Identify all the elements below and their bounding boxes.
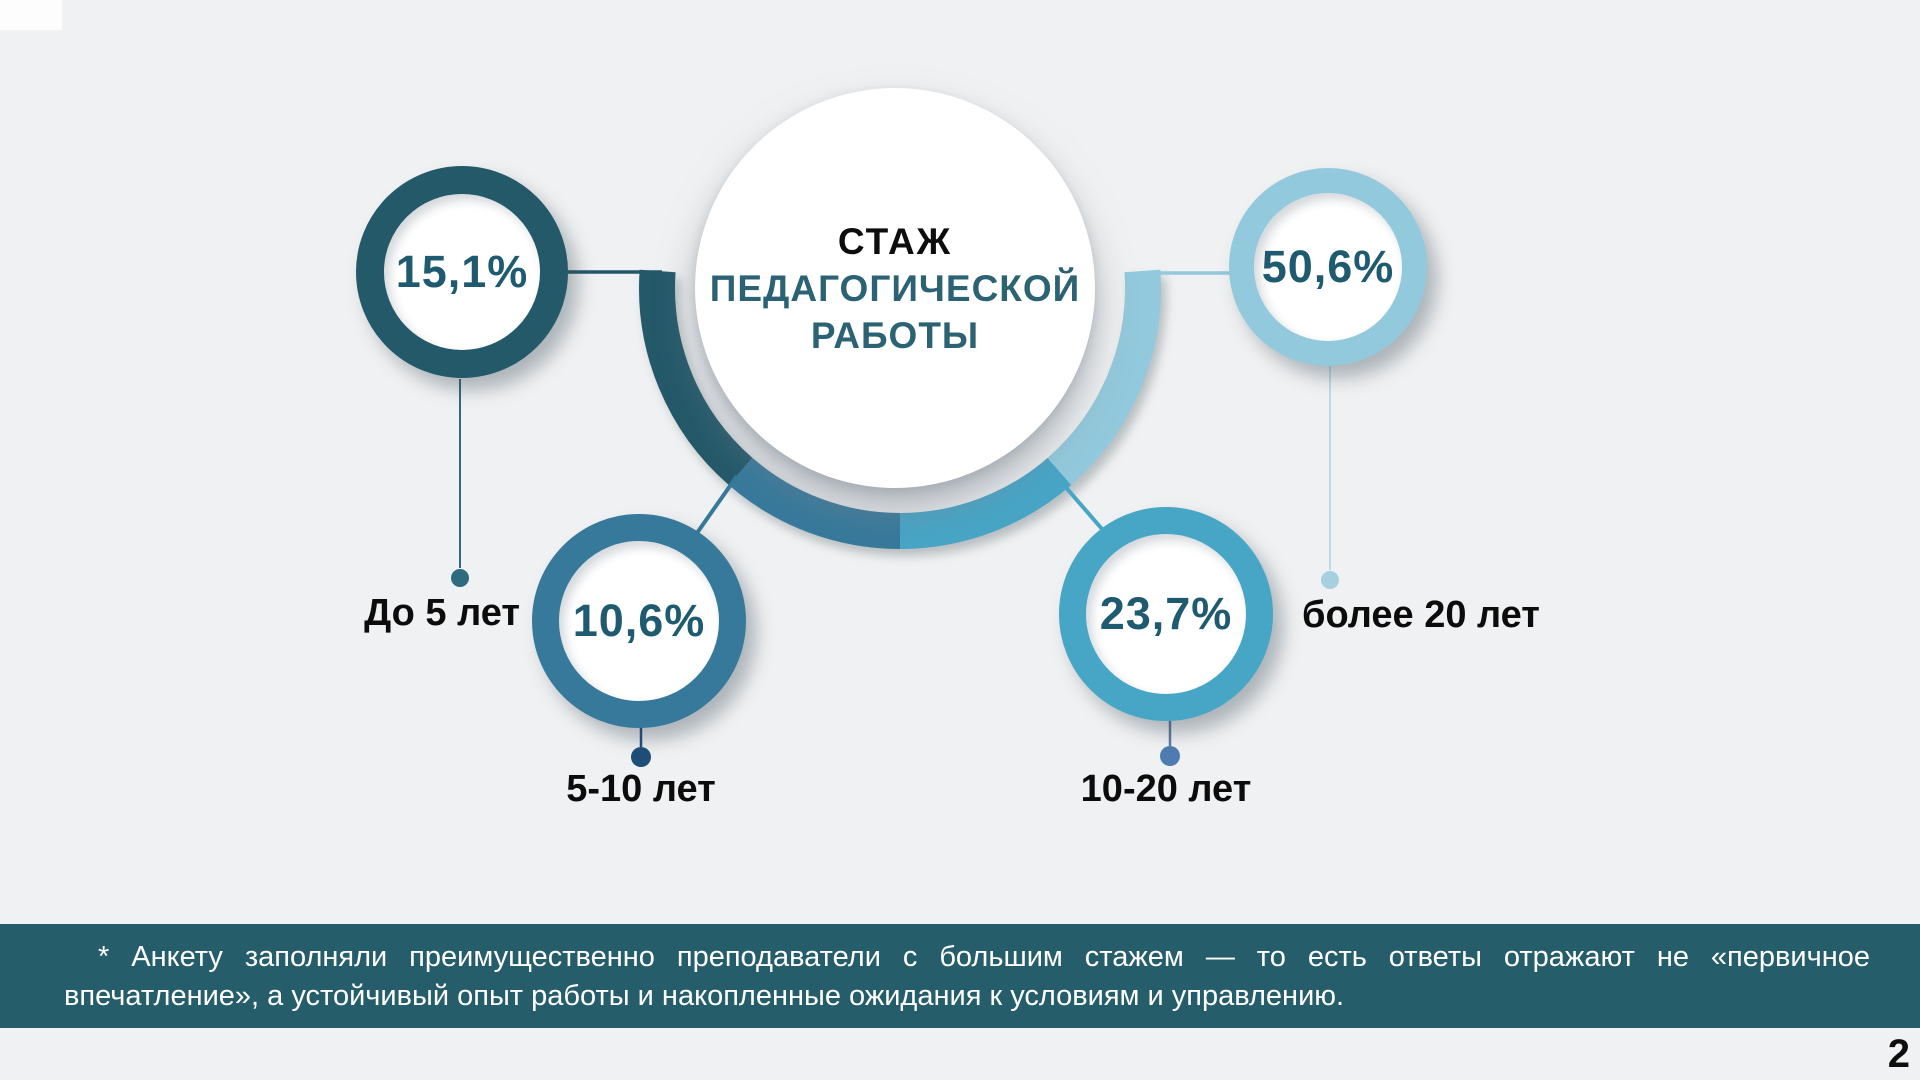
stat-circle-upto-5-years: 15,1%: [356, 166, 568, 378]
footnote-band: * Анкету заполняли преимущественно препо…: [0, 924, 1920, 1028]
arc-segment-10-20-years: [899, 457, 1072, 549]
callout-dot-upto-5-years: [451, 569, 469, 587]
connector-line-5-10-years: [695, 474, 739, 535]
page-number: 2: [1887, 1032, 1910, 1076]
stat-value-over-20-years: 50,6%: [1261, 241, 1395, 292]
stat-value-upto-5-years: 15,1%: [395, 246, 529, 297]
footnote-text: * Анкету заполняли преимущественно препо…: [64, 941, 1870, 1012]
chart-title-circle: СТАЖ ПЕДАГОГИЧЕСКОЙ РАБОТЫ: [695, 88, 1095, 488]
callout-dot-over-20-years: [1321, 571, 1339, 589]
connector-line-10-20-years: [1054, 474, 1104, 531]
chart-title-line-2: ПЕДАГОГИЧЕСКОЙ: [709, 267, 1081, 309]
chart-title-line-3: РАБОТЫ: [810, 314, 980, 356]
stat-circle-over-20-years: 50,6%: [1229, 168, 1427, 366]
chart-title-line-1: СТАЖ: [837, 220, 953, 262]
stat-label-5-10-years: 5-10 лет: [566, 768, 716, 810]
stat-value-10-20-years: 23,7%: [1099, 588, 1233, 639]
arc-segment-5-10-years: [728, 457, 901, 549]
top-left-white-patch: [0, 0, 62, 30]
callout-dot-5-10-years: [631, 747, 651, 767]
stat-value-5-10-years: 10,6%: [572, 595, 706, 646]
stat-label-10-20-years: 10-20 лет: [1080, 768, 1252, 810]
stat-label-over-20-years: более 20 лет: [1302, 594, 1540, 636]
callout-dot-10-20-years: [1160, 746, 1180, 766]
stat-circle-10-20-years: 23,7%: [1059, 507, 1273, 721]
arc-segment-over-20-years: [1047, 269, 1161, 485]
stat-label-upto-5-years: До 5 лет: [364, 592, 520, 634]
arc-segment-upto-5-years: [639, 269, 753, 485]
stat-circle-5-10-years: 10,6%: [532, 514, 746, 728]
